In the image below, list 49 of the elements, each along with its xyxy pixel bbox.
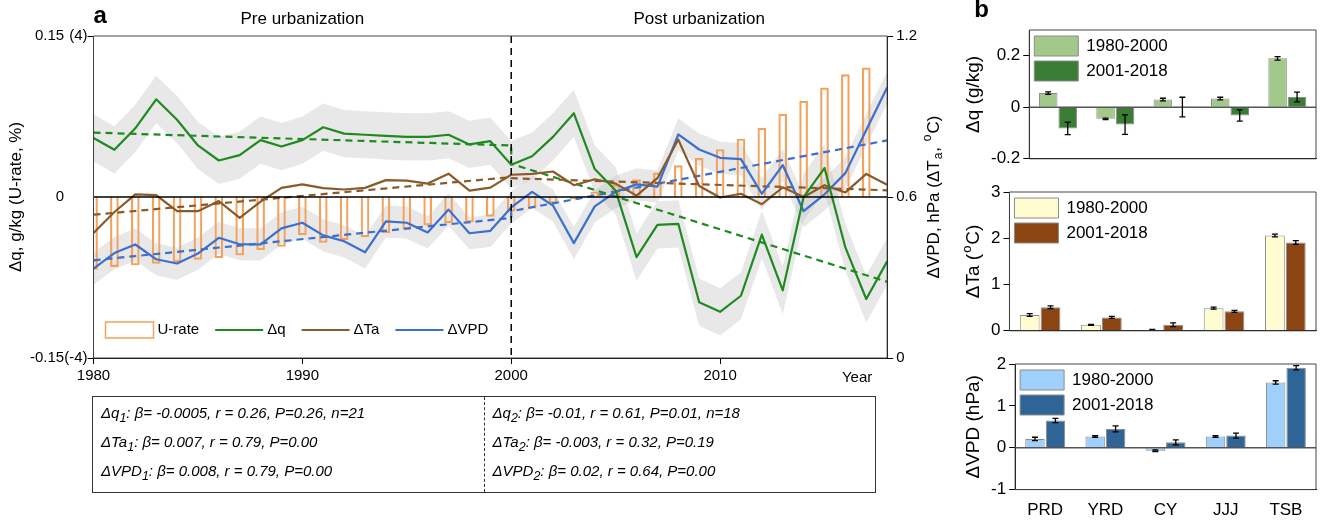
legend-label: 2001-2018 [1072,394,1154,414]
legend-label: ΔTa [353,320,381,338]
legend-label: ΔVPD [447,320,489,338]
y-tick-label: -0.2 [991,148,1021,168]
x-axis-title: Year [841,368,873,386]
y-tick-label: 0 [55,187,65,205]
legend-label: 1980-2000 [1086,35,1168,55]
x-tick-label: 1980 [76,366,111,384]
x-tick-label: JJJ [1212,500,1239,520]
x-tick-label: 2000 [494,366,528,384]
x-tick-label: 2010 [703,366,737,384]
x-tick-label: 1990 [285,366,320,384]
y-tick-label: -1 [990,479,1007,499]
text: b [974,0,989,22]
y2-tick-label: 0 [896,348,905,366]
y-tick-label: 0 [1010,96,1021,116]
x-tick-label: CY [1153,500,1178,520]
legend-label: 1980-2000 [1072,369,1154,389]
x-tick-label: YRD [1087,500,1124,520]
x-tick-label: TSB [1269,500,1303,520]
y-tick-label: 0.15 [34,26,65,44]
text: Post urbanization [633,8,765,28]
legend-label: 2001-2018 [1086,60,1168,80]
y-axis-title: Δq, g/kg (U-rate, %) [5,121,25,273]
y-axis-title: ΔVPD (hPa) [962,375,984,479]
legend-label: Δq [267,320,286,338]
text: a [93,0,108,28]
x-tick-label: PRD [1027,500,1064,520]
y-tick-label: 1 [996,395,1007,415]
y2-tick-label: 0.6 [896,187,918,205]
y-tick-label: 0 [996,437,1007,457]
y-axis-title: ΔTa (oC) [958,224,984,299]
y-tick-label: 0 [990,320,1001,340]
y-axis-title: Δq (g/kg) [962,55,984,133]
y2-axis-title: ΔVPD, hPa (ΔTa, oC) [920,115,946,279]
y-tick-label: 2 [996,353,1007,373]
y-tick-label: -0.15 [29,348,65,366]
legend-label: 1980-2000 [1066,197,1148,217]
y-tick-label: 0.2 [996,45,1021,65]
text: Pre urbanization [240,8,365,28]
y3-tick-label: (4) [69,26,88,44]
y-tick-label: 1 [990,274,1001,294]
y-tick-label: 3 [990,181,1001,201]
y-tick-label: 2 [990,227,1001,247]
stats-box: Δq$_{1}$: β= -0.0005, r = 0.26, P=0.26, n=21 ΔTa$_{1}$: β= 0.007, r = 0.79, P=0.00 ΔVPD$_{1}$: β= 0.008, r = 0.79, P=0.00 Δq$_{2}$: β= -0.01, r = 0.61, P=0.01, n=18 ΔTa$_{2}$: β= -0.003, r = 0.32, P=0.19 ΔVPD$_{2}$: β= 0.02, r = 0.64, P=0.00 [92,396,876,493]
y3-tick-label: (-4) [64,348,88,366]
legend-label: 2001-2018 [1066,222,1148,242]
y2-tick-label: 1.2 [896,26,918,44]
legend-label: U-rate [157,320,200,338]
